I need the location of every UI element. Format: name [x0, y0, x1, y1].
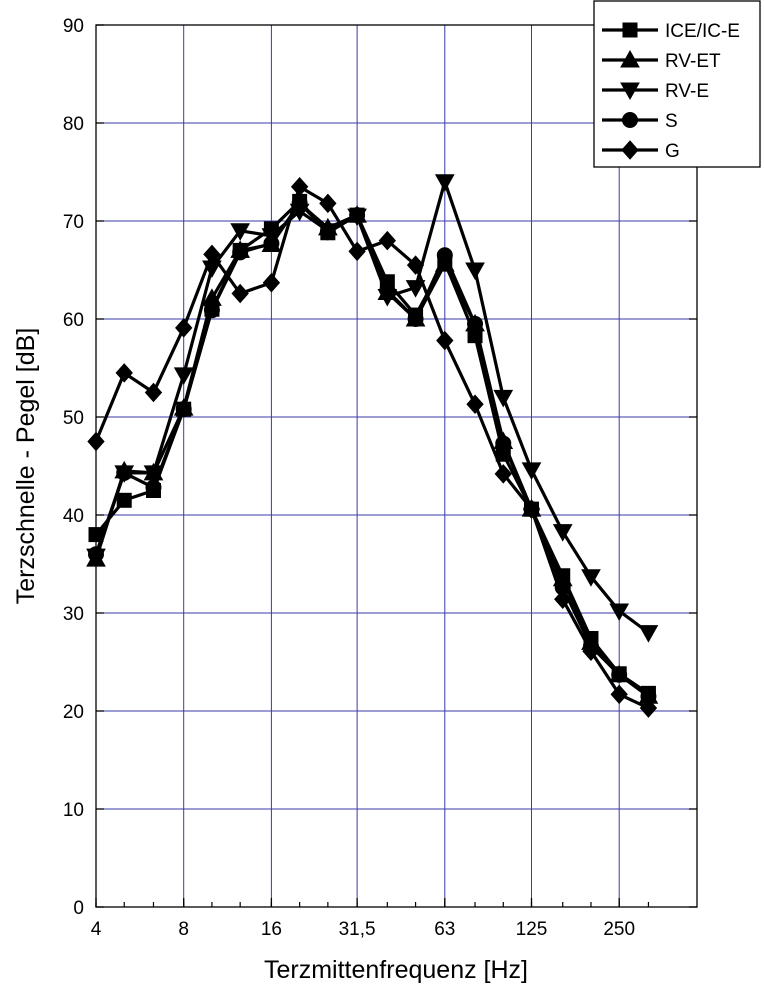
y-tick-label: 50	[63, 408, 84, 429]
y-tick-label: 10	[63, 800, 84, 821]
data-point	[436, 330, 454, 351]
data-point	[609, 603, 630, 622]
legend-item: RV-ET	[602, 49, 721, 72]
data-point	[203, 302, 220, 319]
legend-marker	[620, 49, 640, 68]
data-point	[522, 499, 541, 519]
data-point	[173, 367, 194, 385]
series-ice-ic-e	[88, 193, 656, 701]
x-tick-label: 4	[91, 919, 102, 940]
data-point	[319, 223, 336, 240]
y-tick-label: 80	[63, 114, 84, 135]
data-point	[493, 389, 514, 408]
y-tick-label: 70	[63, 212, 84, 233]
x-tick-label: 16	[261, 919, 282, 940]
data-point	[552, 524, 573, 542]
data-point	[230, 223, 251, 241]
y-tick-label: 40	[63, 506, 84, 527]
y-tick-label: 90	[63, 16, 84, 37]
data-point	[232, 244, 249, 261]
y-tick-label: 0	[73, 898, 84, 919]
data-point	[494, 464, 512, 484]
data-point	[466, 394, 484, 415]
legend-label: G	[665, 141, 680, 162]
data-point	[639, 698, 658, 718]
legend: ICE/IC-E RV-ET RV-E SG	[593, 0, 761, 168]
data-point	[144, 382, 163, 403]
data-point	[638, 625, 659, 643]
data-point	[115, 363, 133, 383]
legend-marker	[621, 140, 639, 160]
data-point	[116, 464, 133, 481]
x-axis-title: Terzmittenfrequenz [Hz]	[264, 956, 528, 984]
x-tick-label: 8	[178, 919, 189, 940]
x-tick-label: 63	[434, 919, 455, 940]
legend-marker	[620, 82, 640, 101]
data-point	[175, 401, 192, 418]
data-point	[262, 272, 281, 293]
data-point	[203, 244, 221, 265]
plot-frame	[95, 24, 698, 908]
series-g	[87, 176, 658, 718]
series-s	[88, 195, 657, 705]
data-point	[405, 280, 426, 298]
y-tick-label: 30	[63, 604, 84, 625]
legend-label: RV-E	[665, 81, 709, 102]
data-point	[582, 641, 600, 661]
data-point	[581, 569, 601, 587]
data-point	[495, 435, 512, 452]
legend-item: ICE/IC-E	[602, 21, 740, 42]
data-point	[434, 174, 455, 192]
data-point	[290, 176, 309, 197]
data-point	[319, 193, 337, 214]
data-point	[610, 684, 628, 705]
data-point	[263, 235, 280, 252]
legend-label: RV-ET	[665, 51, 721, 72]
legend-item: G	[602, 140, 680, 162]
data-point	[348, 241, 366, 262]
series-layer	[86, 174, 659, 718]
x-tick-label: 250	[603, 919, 635, 940]
data-point	[378, 230, 397, 251]
legend-marker	[622, 22, 638, 38]
legend-label: S	[665, 111, 678, 132]
data-point	[465, 262, 485, 281]
axis-ticks: 0 10 20 30 40 50 60 70 80 90 4 8 16 31,5 63 125 250	[63, 16, 697, 940]
x-tick-label: 125	[516, 919, 548, 940]
legend-label: ICE/IC-E	[665, 21, 740, 42]
data-point	[145, 479, 162, 496]
series-line	[94, 201, 650, 698]
data-point	[436, 247, 453, 264]
y-tick-label: 20	[63, 702, 84, 723]
legend-item: RV-E	[602, 81, 709, 102]
series-line	[94, 201, 650, 698]
data-point	[406, 255, 425, 275]
y-axis-title: Terzschnelle - Pegel [dB]	[12, 328, 40, 605]
x-tick-label: 31,5	[339, 919, 376, 940]
series-line	[94, 185, 650, 710]
data-point	[611, 666, 628, 683]
legend-marker	[622, 112, 638, 128]
data-point	[379, 282, 396, 299]
series-line	[94, 199, 650, 695]
data-point	[554, 589, 572, 610]
series-rv-et	[86, 193, 659, 704]
legend-item: S	[602, 111, 678, 132]
y-tick-label: 60	[63, 310, 84, 331]
data-point	[467, 315, 484, 332]
data-point	[116, 492, 132, 508]
data-point	[231, 283, 249, 304]
data-point	[175, 318, 193, 338]
data-point	[349, 207, 366, 224]
data-point	[521, 462, 542, 480]
data-point	[407, 311, 424, 327]
